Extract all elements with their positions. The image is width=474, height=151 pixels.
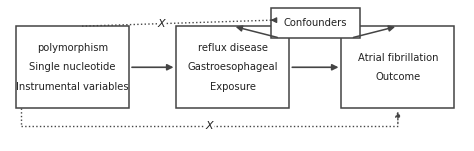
FancyBboxPatch shape [176, 26, 290, 108]
FancyBboxPatch shape [271, 8, 360, 38]
Text: Confounders: Confounders [283, 18, 347, 28]
Text: Single nucleotide: Single nucleotide [29, 62, 116, 72]
Text: X: X [206, 121, 213, 131]
Text: polymorphism: polymorphism [37, 43, 108, 53]
Text: reflux disease: reflux disease [198, 43, 268, 53]
FancyBboxPatch shape [341, 26, 455, 108]
Text: Atrial fibrillation: Atrial fibrillation [357, 53, 438, 63]
FancyBboxPatch shape [16, 26, 129, 108]
Text: Gastroesophageal: Gastroesophageal [188, 62, 278, 72]
Text: Instrumental variables: Instrumental variables [16, 82, 129, 92]
Text: Exposure: Exposure [210, 82, 256, 92]
Text: X: X [157, 19, 165, 29]
Text: Outcome: Outcome [375, 72, 420, 82]
